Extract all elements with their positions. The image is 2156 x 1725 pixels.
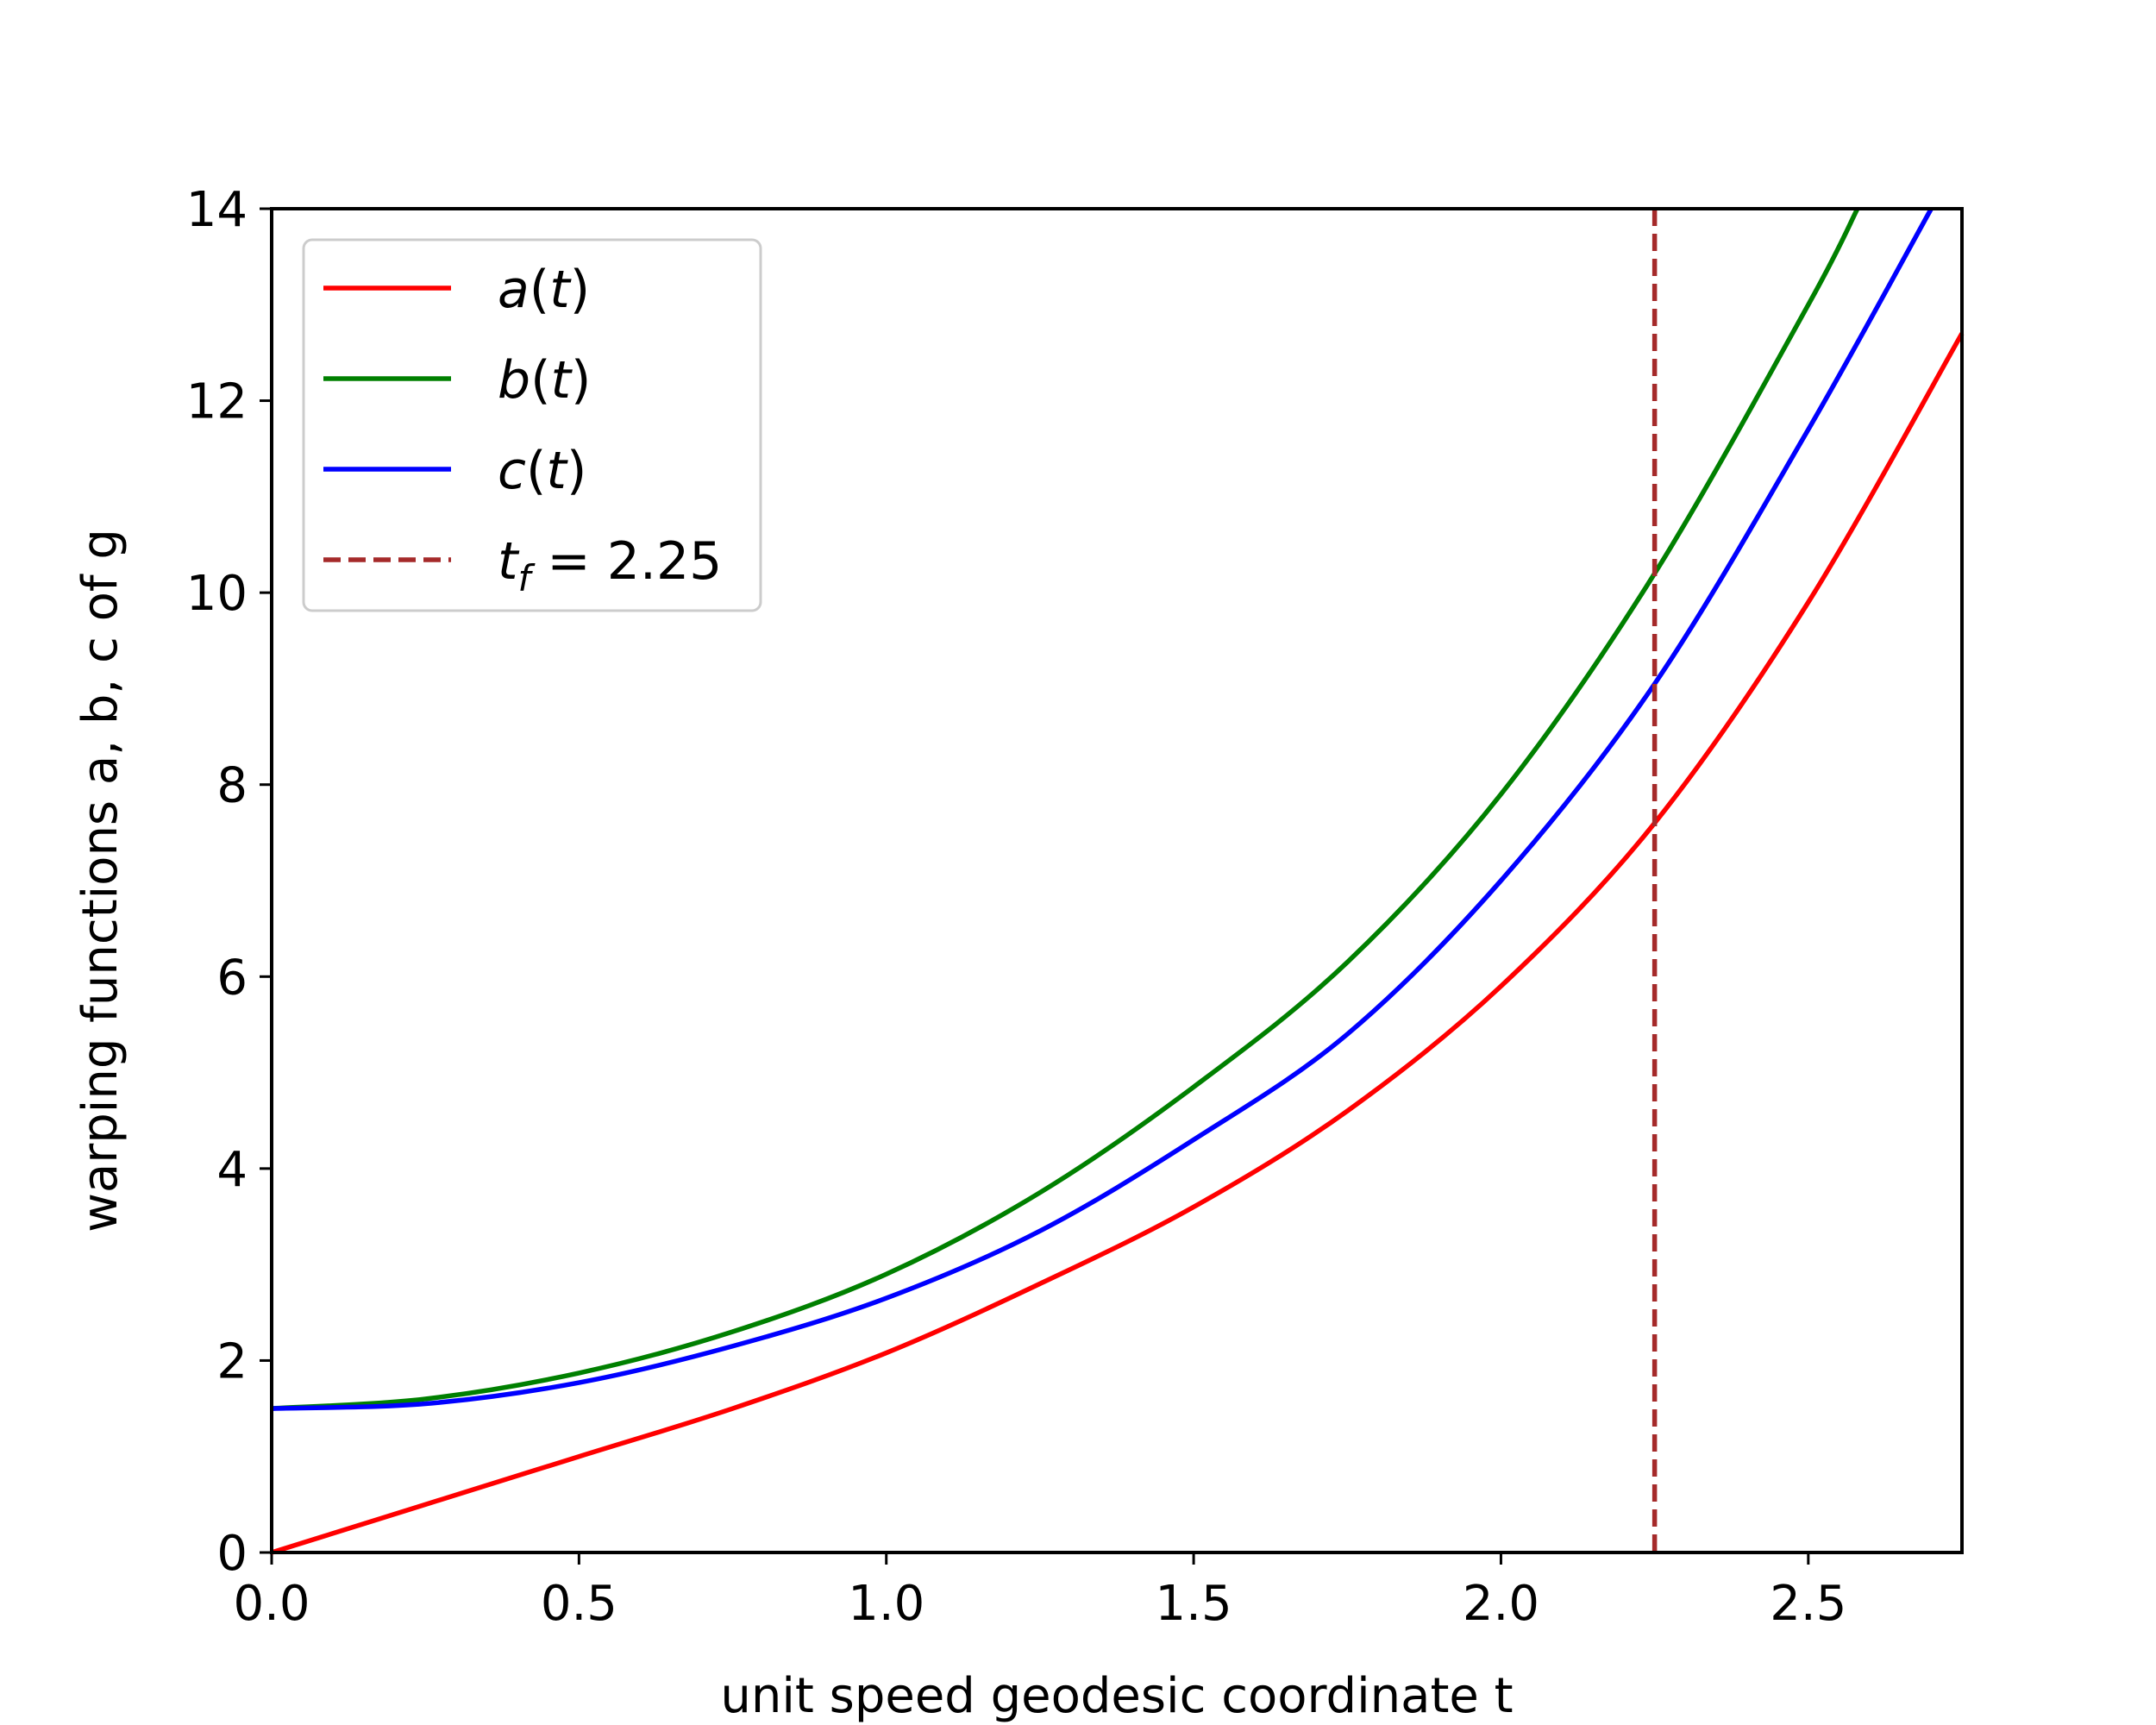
series-at-line (271, 332, 1965, 1555)
legend: a(t) b(t) c(t) tf = 2.25 (302, 238, 762, 612)
x-tick-label: 2.5 (1770, 1576, 1846, 1632)
legend-entry-label: a(t) (498, 260, 590, 320)
y-tick-label: 0 (216, 1526, 248, 1582)
x-axis-label: unit speed geodesic coordinate t (720, 1668, 1513, 1724)
axes-frame (270, 207, 1964, 1554)
x-tick-labels: 0.0 0.5 1.0 1.5 2.0 2.5 (233, 1576, 1846, 1632)
y-tick-label: 6 (216, 950, 248, 1006)
tick-marks (260, 207, 1810, 1565)
legend-entry-label: b(t) (498, 350, 591, 411)
y-tick-label: 10 (186, 566, 248, 622)
x-tick-label: 2.0 (1463, 1576, 1539, 1632)
x-tick-label: 1.5 (1156, 1576, 1232, 1632)
y-tick-label: 14 (186, 182, 248, 238)
series-bt-line (271, 207, 1860, 1411)
x-tick-label: 0.5 (541, 1576, 617, 1632)
y-tick-label: 12 (186, 374, 248, 430)
legend-box (302, 238, 762, 612)
y-tick-labels: 0 2 4 6 8 10 12 14 (186, 182, 248, 1582)
x-tick-label: 0.0 (233, 1576, 310, 1632)
y-axis-label: warping functions a, b, c of g (72, 529, 128, 1233)
y-tick-label: 4 (216, 1142, 248, 1198)
y-tick-label: 2 (216, 1333, 248, 1389)
legend-entry-label: c(t) (498, 441, 586, 501)
series-ct-line (271, 207, 1934, 1411)
y-tick-label: 8 (216, 758, 248, 814)
legend-entry-label: tf = 2.25 (498, 531, 722, 599)
x-tick-label: 1.0 (848, 1576, 924, 1632)
series-group (271, 207, 1965, 1555)
